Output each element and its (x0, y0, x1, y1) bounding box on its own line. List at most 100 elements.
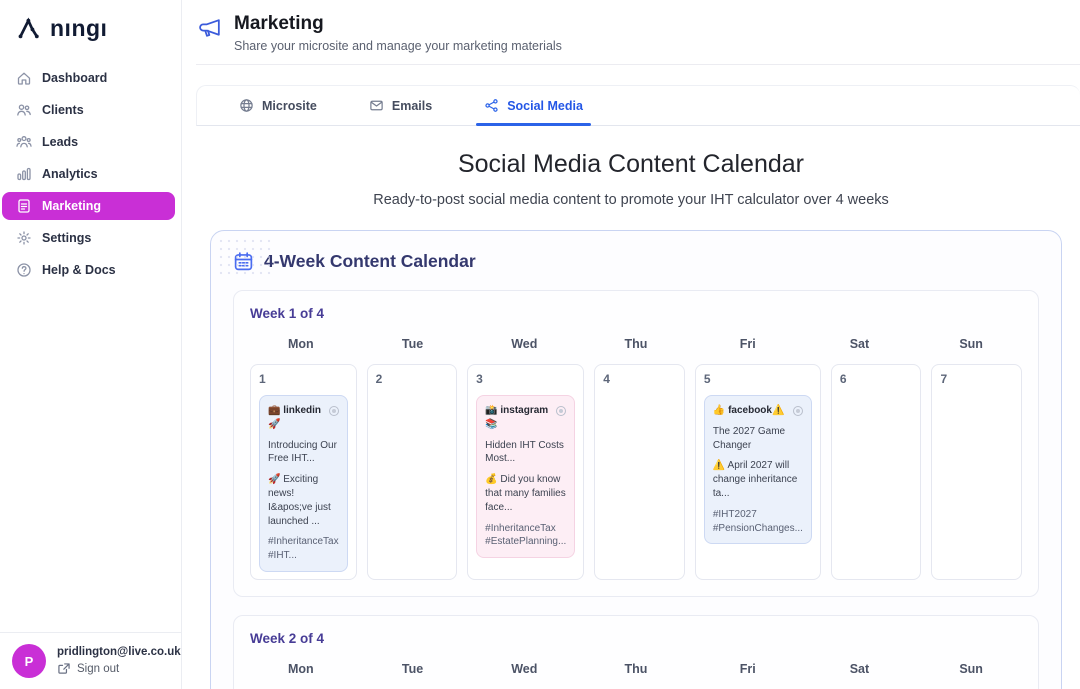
day-header: Sun (959, 661, 983, 676)
day-cell: 6 (830, 364, 922, 580)
post-title: The 2027 Game Changer (712, 425, 786, 451)
sidebar-item-help-docs[interactable]: Help & Docs (0, 254, 181, 286)
post-body: 🚀 Exciting news! I&apos;ve just launched… (268, 474, 331, 527)
sidebar-item-label: Dashboard (42, 71, 108, 85)
day-number: 2 (375, 372, 383, 386)
post-title: Hidden IHT Costs Most... (485, 439, 564, 465)
brand-wordmark: nıngı (50, 15, 108, 41)
day-cell: 3 📸 instagram📚 Hidden IHT Costs Most... 💰 D… (467, 364, 585, 580)
home-icon (16, 70, 32, 86)
weeks-container: Week 1 of 4 Mon Tue Wed Thu Fri Sat Sun 1 💼 linke… (233, 290, 1039, 689)
week-label: Week 2 of 4 (250, 630, 325, 646)
sidebar-item-label: Settings (42, 231, 92, 245)
day-number: 5 (703, 372, 711, 386)
week-label: Week 1 of 4 (250, 306, 325, 321)
post-card[interactable]: 📸 instagram📚 Hidden IHT Costs Most... 💰 Di… (476, 395, 576, 559)
day-header: Fri (739, 337, 756, 351)
day-number: 7 (940, 372, 948, 386)
megaphone-icon (198, 16, 223, 41)
sidebar-item-dashboard[interactable]: Dashboard (0, 62, 181, 94)
post-card[interactable]: 👍 facebook⚠️ The 2027 Game Changer ⚠️ Apri… (703, 395, 812, 545)
day-cell: 4 (594, 364, 685, 580)
post-tags: #IHT2027 #PensionChanges... (712, 508, 803, 534)
page-header-title: Marketing (234, 13, 324, 34)
post-body: 💰 Did you know that many families face..… (485, 474, 566, 513)
ningi-logo-icon (16, 15, 43, 42)
page-header: Marketing Share your microsite and manag… (196, 0, 1080, 65)
sidebar-item-label: Help & Docs (42, 263, 116, 277)
post-header: 💼 linkedin🚀 (268, 404, 339, 432)
sidebar-item-label: Leads (42, 135, 79, 149)
copy-icon[interactable] (328, 406, 339, 416)
post-platform: 👍 facebook⚠️ (712, 405, 785, 416)
sidebar-item-leads[interactable]: Leads (0, 126, 181, 158)
content-subtitle: Ready-to-post social media content to pr… (373, 192, 889, 208)
post-platform: 📸 instagram📚 (485, 405, 549, 430)
day-number: 3 (476, 372, 483, 386)
post-header: 👍 facebook⚠️ (713, 404, 803, 418)
day-cell: 7 (931, 364, 1022, 580)
users-group-icon (16, 134, 32, 150)
sidebar-item-label: Clients (42, 103, 84, 117)
envelope-icon (369, 98, 384, 113)
calendar-icon (233, 251, 254, 272)
post-platform: 💼 linkedin🚀 (268, 405, 322, 430)
sidebar-item-marketing[interactable]: Marketing (2, 192, 175, 220)
day-headers-row: Mon Tue Wed Thu Fri Sat Sun (250, 337, 1022, 351)
day-number: 4 (603, 372, 610, 386)
content-title: Social Media Content Calendar (457, 150, 805, 178)
avatar[interactable]: P (12, 644, 46, 678)
users-icon (16, 102, 32, 118)
tab-microsite[interactable]: Microsite (231, 86, 325, 125)
sidebar-item-settings[interactable]: Settings (0, 222, 181, 254)
main-area: Marketing Share your microsite and manag… (182, 0, 1080, 689)
copy-icon[interactable] (556, 406, 567, 416)
sidebar-item-label: Marketing (42, 199, 102, 213)
day-header: Tue (401, 337, 424, 351)
week-panel: Week 2 of 4MonTueWedThuFriSatSun89101112… (233, 614, 1039, 689)
sign-out-label: Sign out (77, 663, 120, 675)
tab-label: Microsite (262, 98, 317, 113)
week-panel: Week 1 of 4 Mon Tue Wed Thu Fri Sat Sun 1 💼 linke… (233, 290, 1039, 597)
post-body: ⚠️ April 2027 will change inheritance ta… (712, 460, 798, 499)
day-header: Tue (401, 661, 424, 676)
globe-icon (239, 98, 254, 113)
day-header: Mon (288, 661, 314, 676)
day-header: Fri (739, 661, 756, 676)
day-header: Thu (624, 337, 648, 351)
tab-label: Emails (391, 98, 433, 113)
tab-label: Social Media (507, 98, 583, 113)
sidebar-item-analytics[interactable]: Analytics (0, 158, 181, 190)
sidebar: nıngı Dashboard Clients Leads Analytics Mark… (0, 0, 182, 689)
day-header: Sun (959, 337, 983, 351)
tab-social-media[interactable]: Social Media (476, 86, 591, 126)
sign-out-button[interactable]: Sign out (57, 662, 181, 676)
share-icon (484, 98, 499, 113)
day-header: Mon (288, 337, 314, 351)
day-headers-row: Mon Tue Wed Thu Fri Sat Sun (250, 662, 1022, 676)
user-box: P pridlington@live.co.uk Sign out (0, 632, 181, 689)
tab-bar: Microsite Emails Social Media (196, 85, 1080, 126)
calendar-card: 4-Week Content Calendar Week 1 of 4 Mon Tu… (210, 230, 1062, 689)
day-cell: 5 👍 facebook⚠️ The 2027 Game Changer ⚠️ Apr… (694, 364, 821, 580)
document-icon (16, 198, 32, 214)
post-card[interactable]: 💼 linkedin🚀 Introducing Our Free IHT... 🚀 … (259, 395, 348, 572)
day-number: 6 (839, 372, 847, 386)
day-cell: 1 💼 linkedin🚀 Introducing Our Free IHT... 🚀… (250, 364, 357, 580)
copy-icon[interactable] (792, 406, 803, 416)
page-header-subtitle: Share your microsite and manage your mar… (234, 39, 562, 53)
day-cell: 2 (366, 364, 458, 580)
day-grid: 1 💼 linkedin🚀 Introducing Our Free IHT... 🚀… (250, 364, 1022, 580)
gear-icon (16, 230, 32, 246)
brand-logo[interactable]: nıngı (0, 0, 181, 54)
post-title: Introducing Our Free IHT... (268, 439, 337, 465)
sidebar-item-clients[interactable]: Clients (0, 94, 181, 126)
help-icon (16, 262, 32, 278)
post-tags: #InheritanceTax #IHT... (268, 536, 339, 562)
sidebar-item-label: Analytics (42, 167, 98, 181)
day-header: Wed (511, 337, 538, 351)
tab-emails[interactable]: Emails (361, 86, 440, 125)
calendar-card-title: 4-Week Content Calendar (264, 251, 476, 271)
sidebar-nav: Dashboard Clients Leads Analytics Marketing S… (0, 62, 181, 286)
